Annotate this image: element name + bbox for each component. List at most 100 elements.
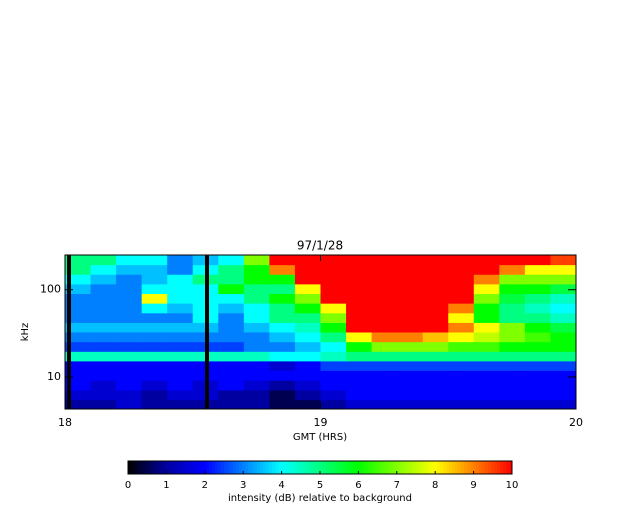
- spectrogram-cell: [218, 380, 245, 391]
- spectrogram-cell: [320, 360, 347, 371]
- spectrogram-cell: [524, 370, 551, 381]
- colorbar-tick-label: 5: [317, 480, 323, 491]
- spectrogram-cell: [167, 264, 194, 275]
- spectrogram-cell: [371, 274, 398, 285]
- spectrogram-cell: [141, 255, 168, 266]
- colorbar-swatch: [254, 461, 258, 474]
- spectrogram-cell: [320, 341, 347, 352]
- spectrogram-cell: [90, 312, 117, 323]
- spectrogram-cell: [90, 351, 117, 362]
- spectrogram-cell: [218, 399, 245, 410]
- spectrogram-cell: [294, 283, 321, 295]
- spectrogram-cell: [473, 331, 500, 343]
- spectrogram-cell: [550, 360, 577, 371]
- spectrogram-cell: [294, 370, 321, 381]
- colorbar-swatch: [470, 461, 474, 474]
- spectrogram-cell: [524, 322, 551, 333]
- spectrogram-cell: [269, 312, 296, 323]
- colorbar-swatch: [302, 461, 306, 474]
- colorbar-swatch: [491, 461, 495, 474]
- colorbar-swatch: [188, 461, 192, 474]
- spectrogram-cell: [65, 274, 92, 285]
- spectrogram-cell: [524, 331, 551, 343]
- spectrogram-cell: [499, 264, 526, 275]
- spectrogram-cell: [294, 303, 321, 314]
- spectrogram-cell: [269, 331, 296, 343]
- spectrogram-cell: [141, 360, 168, 371]
- spectrogram-cell: [524, 283, 551, 295]
- colorbar-swatch: [143, 461, 147, 474]
- spectrogram-cell: [294, 389, 321, 401]
- spectrogram-cell: [371, 389, 398, 401]
- spectrogram-cell: [90, 380, 117, 391]
- spectrogram-cell: [320, 322, 347, 333]
- spectrogram-cell: [448, 303, 475, 314]
- spectrogram-cell: [116, 303, 143, 314]
- spectrogram-cell: [422, 360, 449, 371]
- spectrogram-cell: [320, 274, 347, 285]
- spectrogram-cell: [116, 399, 143, 410]
- spectrogram-cell: [269, 399, 296, 410]
- colorbar-swatch: [479, 461, 483, 474]
- spectrogram-cell: [524, 274, 551, 285]
- spectrogram-cell: [116, 331, 143, 343]
- colorbar-swatch: [281, 461, 285, 474]
- spectrogram-cell: [346, 341, 373, 352]
- spectrogram-cell: [269, 341, 296, 352]
- spectrogram-cell: [218, 303, 245, 314]
- spectrogram-cell: [90, 264, 117, 275]
- spectrogram-cell: [65, 283, 92, 295]
- spectrogram-cell: [141, 274, 168, 285]
- colorbar-swatch: [428, 461, 432, 474]
- spectrogram-cell: [524, 264, 551, 275]
- colorbar-swatch: [158, 461, 162, 474]
- spectrogram-cell: [141, 380, 168, 391]
- colorbar-tick-label: 7: [394, 480, 400, 491]
- spectrogram-cell: [90, 370, 117, 381]
- colorbar-swatch: [371, 461, 375, 474]
- spectrogram-cell: [397, 274, 424, 285]
- colorbar-swatch: [377, 461, 381, 474]
- colorbar-swatch: [329, 461, 333, 474]
- spectrogram-cell: [397, 303, 424, 314]
- spectrogram-cell: [167, 312, 194, 323]
- colorbar-swatch: [476, 461, 480, 474]
- colorbar-swatch: [185, 461, 189, 474]
- spectrogram-cell: [524, 380, 551, 391]
- y-tick-label: 10: [47, 370, 61, 383]
- spectrogram-cell: [346, 274, 373, 285]
- colorbar-swatch: [233, 461, 237, 474]
- spectrogram-cell: [473, 312, 500, 323]
- colorbar-swatch: [380, 461, 384, 474]
- colorbar-swatch: [290, 461, 294, 474]
- spectrogram-cell: [167, 283, 194, 295]
- spectrogram-cell: [116, 264, 143, 275]
- spectrogram-cell: [320, 293, 347, 304]
- spectrogram-cell: [397, 389, 424, 401]
- colorbar-swatch: [383, 461, 387, 474]
- spectrogram-cell: [448, 293, 475, 304]
- colorbar-swatch: [269, 461, 273, 474]
- spectrogram-cell: [243, 399, 270, 410]
- colorbar-swatch: [191, 461, 195, 474]
- colorbar-swatch: [230, 461, 234, 474]
- spectrogram-cell: [269, 274, 296, 285]
- spectrogram-cell: [499, 360, 526, 371]
- spectrogram-cell: [346, 264, 373, 275]
- spectrogram-cell: [499, 341, 526, 352]
- spectrogram-cell: [397, 255, 424, 266]
- spectrogram-cell: [346, 283, 373, 295]
- spectrogram-cell: [167, 360, 194, 371]
- colorbar-swatch: [401, 461, 405, 474]
- spectrogram-cell: [294, 312, 321, 323]
- colorbar-swatch: [221, 461, 225, 474]
- spectrogram-cell: [448, 341, 475, 352]
- spectrogram-cell: [65, 380, 92, 391]
- spectrogram-cell: [294, 274, 321, 285]
- spectrogram-cell: [243, 351, 270, 362]
- spectrogram-cell: [218, 283, 245, 295]
- colorbar-swatch: [131, 461, 135, 474]
- spectrogram-cell: [550, 331, 577, 343]
- spectrogram-cell: [294, 322, 321, 333]
- spectrogram-cell: [320, 255, 347, 266]
